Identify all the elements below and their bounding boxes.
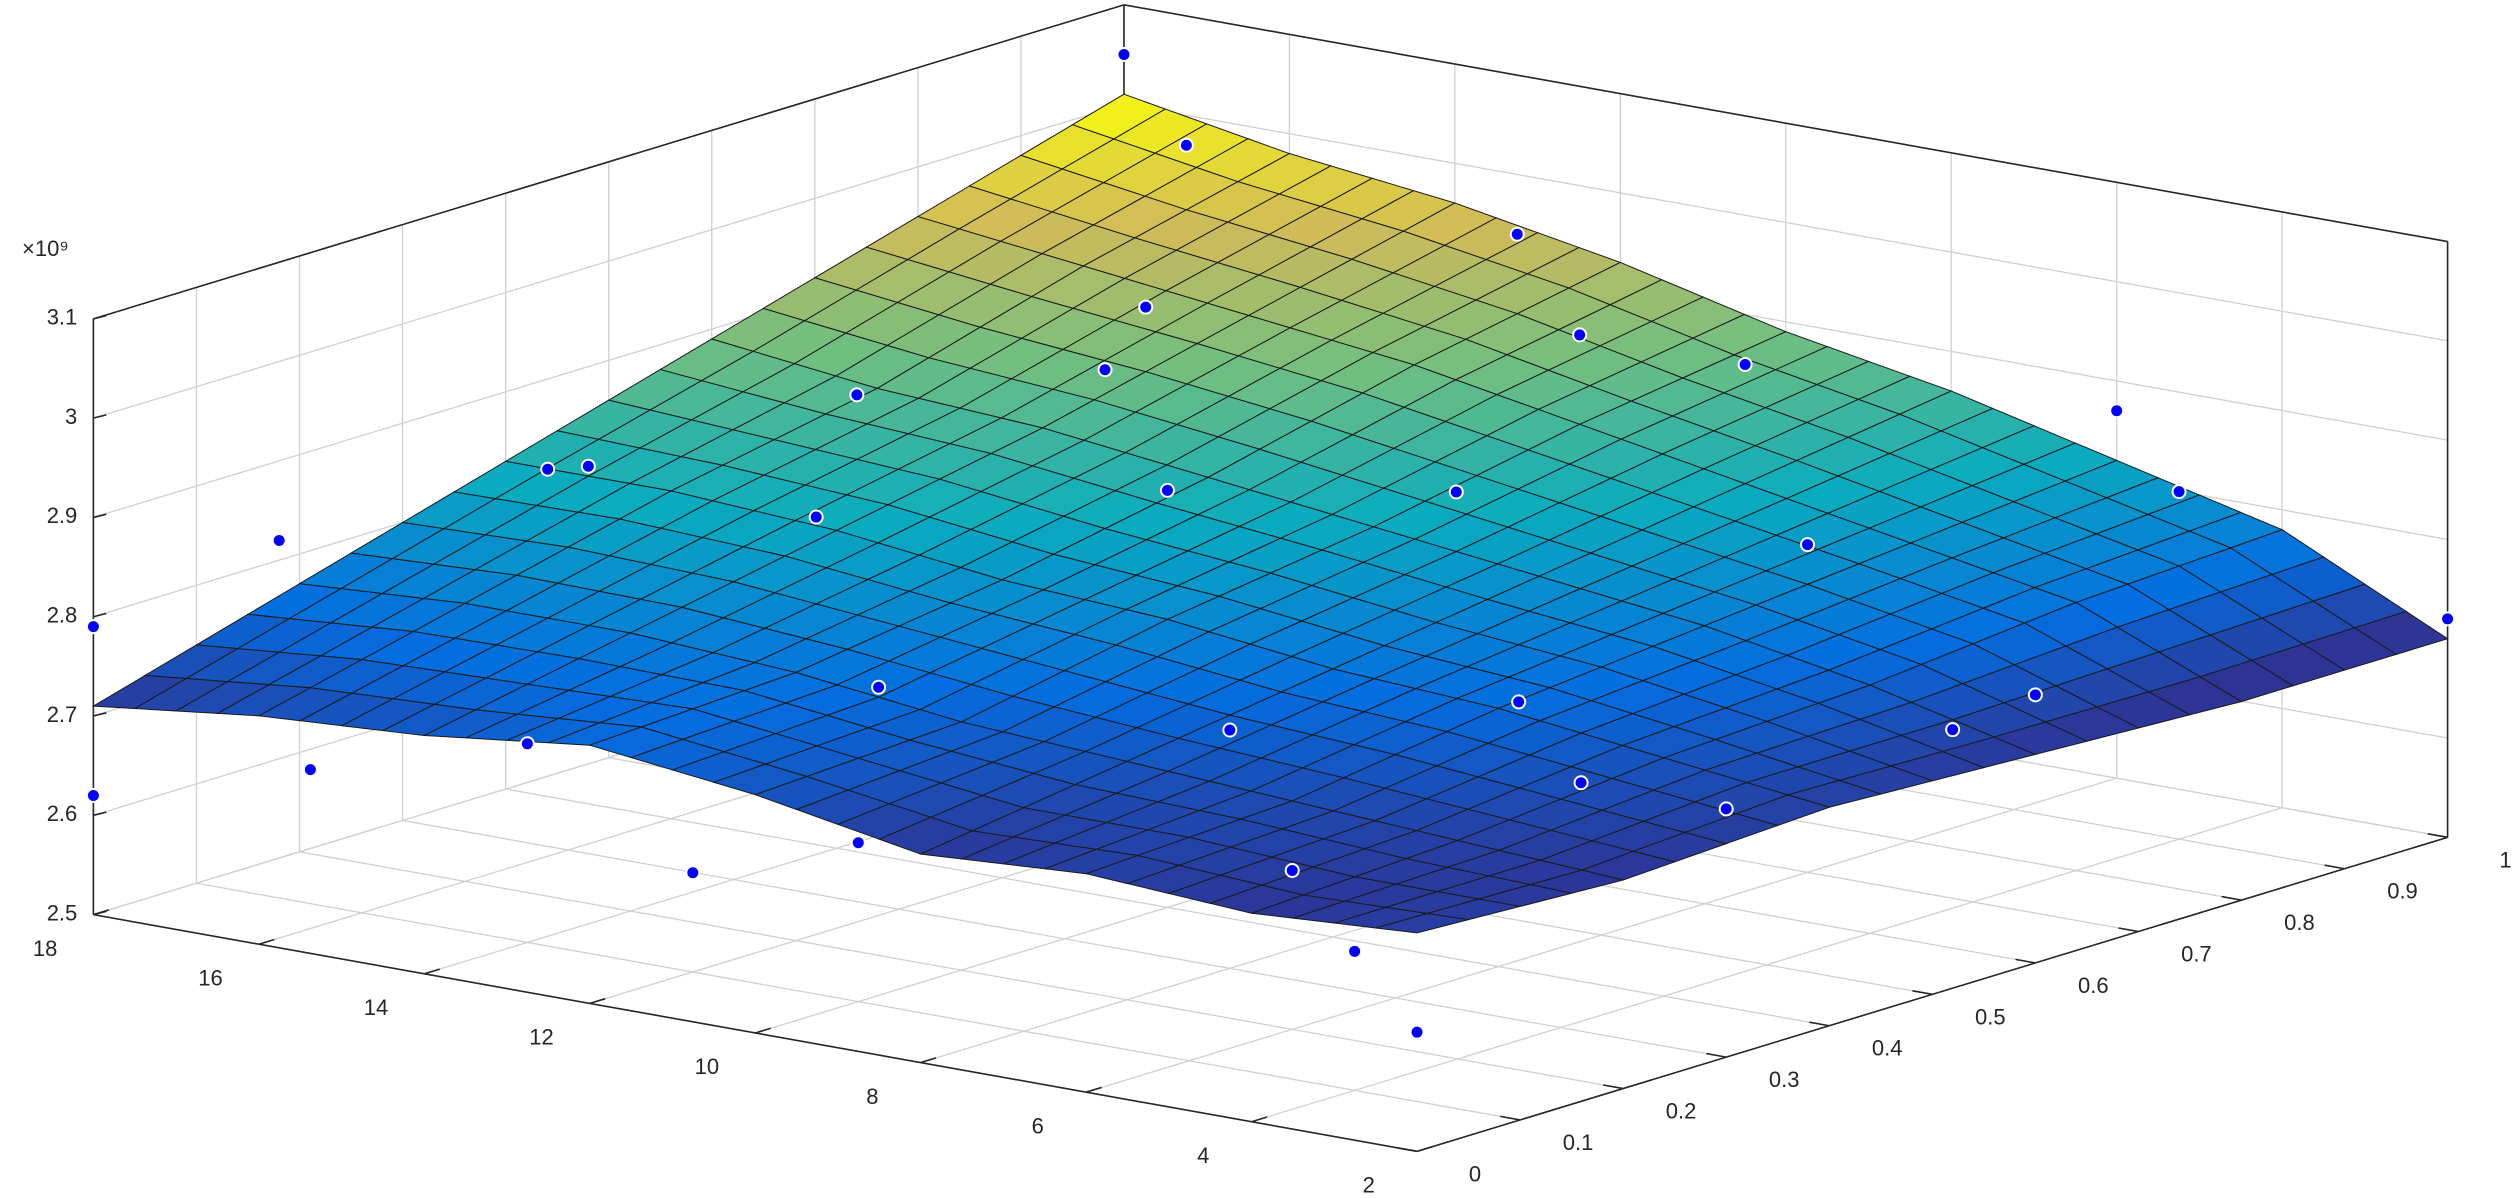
tick-mark <box>2118 927 2139 933</box>
data-point <box>1178 137 1194 153</box>
tick-mark <box>1085 1086 1102 1093</box>
data-point <box>85 787 101 803</box>
tick-mark <box>93 314 107 320</box>
data-point <box>2171 484 2187 500</box>
tick-mark <box>2324 864 2345 870</box>
tick-mark <box>2427 832 2448 839</box>
data-point <box>2440 611 2456 627</box>
tick-mark <box>2221 895 2242 901</box>
y-tick-label: 0.6 <box>2078 973 2109 998</box>
x-tick-label: 10 <box>695 1054 719 1079</box>
data-point <box>808 509 824 525</box>
y-tick-label: 1 <box>2499 847 2511 872</box>
data-point <box>685 865 701 881</box>
axis-line <box>93 4 1125 320</box>
data-point <box>580 458 596 474</box>
x-tick-label: 2 <box>1363 1173 1375 1198</box>
tick-mark <box>93 712 107 717</box>
data-point <box>1222 722 1238 738</box>
tick-mark <box>754 1027 771 1034</box>
data-point <box>849 387 865 403</box>
data-point <box>1347 943 1363 959</box>
data-point <box>540 461 556 477</box>
z-tick-label: 2.9 <box>47 503 78 528</box>
y-tick-label: 0.4 <box>1872 1036 1903 1061</box>
y-tick-label: 0.2 <box>1666 1098 1697 1123</box>
y-tick-label: 0.1 <box>1563 1130 1594 1155</box>
data-point <box>2109 403 2125 419</box>
data-point <box>2027 687 2043 703</box>
axis-line <box>1123 4 2448 243</box>
data-point <box>1409 1024 1425 1040</box>
data-point <box>1159 482 1175 498</box>
x-tick-label: 6 <box>1032 1113 1044 1138</box>
y-tick-label: 0.8 <box>2284 910 2315 935</box>
y-tick-label: 0.5 <box>1975 1004 2006 1029</box>
z-tick-label: 3.1 <box>47 305 78 330</box>
tick-mark <box>1706 1052 1727 1058</box>
x-tick-label: 12 <box>529 1025 553 1050</box>
data-point <box>271 533 287 549</box>
z-multiplier: ×10⁹ <box>22 236 69 261</box>
tick-mark <box>93 612 107 618</box>
x-tick-label: 14 <box>364 995 388 1020</box>
grid-line <box>299 851 1624 1090</box>
x-tick-label: 8 <box>866 1084 878 1109</box>
tick-mark <box>1416 1145 1433 1153</box>
tick-mark <box>589 997 606 1005</box>
data-point <box>1800 537 1816 553</box>
tick-mark <box>93 811 107 817</box>
y-tick-label: 0.7 <box>2181 941 2212 966</box>
tick-mark <box>1912 989 1933 996</box>
x-tick-label: 16 <box>198 965 222 990</box>
axis-line <box>1416 836 2448 1153</box>
tick-mark <box>1603 1084 1624 1090</box>
z-tick-label: 3 <box>65 404 77 429</box>
data-point <box>871 679 887 695</box>
data-point <box>1573 775 1589 791</box>
data-point <box>519 736 535 752</box>
tick-mark <box>93 414 107 419</box>
z-tick-label: 2.8 <box>47 603 78 628</box>
data-point <box>1945 722 1961 738</box>
y-tick-label: 0.9 <box>2387 879 2418 904</box>
data-point <box>1511 694 1527 710</box>
tick-mark <box>1809 1021 1830 1027</box>
tick-mark <box>93 910 107 916</box>
data-point <box>1509 226 1525 242</box>
data-point <box>302 762 318 778</box>
z-tick-label: 2.5 <box>47 900 78 925</box>
tick-mark <box>424 968 440 975</box>
tick-mark <box>93 513 107 519</box>
x-tick-label: 18 <box>33 936 57 961</box>
data-point <box>1138 299 1154 315</box>
x-tick-label: 4 <box>1197 1143 1209 1168</box>
tick-mark <box>920 1057 937 1064</box>
data-point <box>1718 801 1734 817</box>
grid-line <box>505 788 1830 1027</box>
data-point <box>1116 46 1132 62</box>
surface-patch <box>1375 912 1469 934</box>
y-tick-label: 0.3 <box>1769 1067 1800 1092</box>
data-point <box>1572 327 1588 343</box>
tick-mark <box>1251 1116 1268 1123</box>
tick-mark <box>2015 958 2036 964</box>
tick-mark <box>258 938 275 945</box>
data-point <box>1737 357 1753 373</box>
data-point <box>1284 862 1300 878</box>
z-tick-label: 2.7 <box>47 702 78 727</box>
data-point <box>850 835 866 851</box>
grid-line <box>402 819 1727 1058</box>
tick-mark <box>1500 1115 1521 1121</box>
z-tick-label: 2.6 <box>47 801 78 826</box>
data-point <box>1448 484 1464 500</box>
grid-line <box>196 882 1521 1121</box>
y-tick-label: 0 <box>1469 1161 1481 1186</box>
tick-mark <box>1397 1146 1418 1153</box>
data-point <box>85 619 101 635</box>
data-point <box>1097 362 1113 378</box>
